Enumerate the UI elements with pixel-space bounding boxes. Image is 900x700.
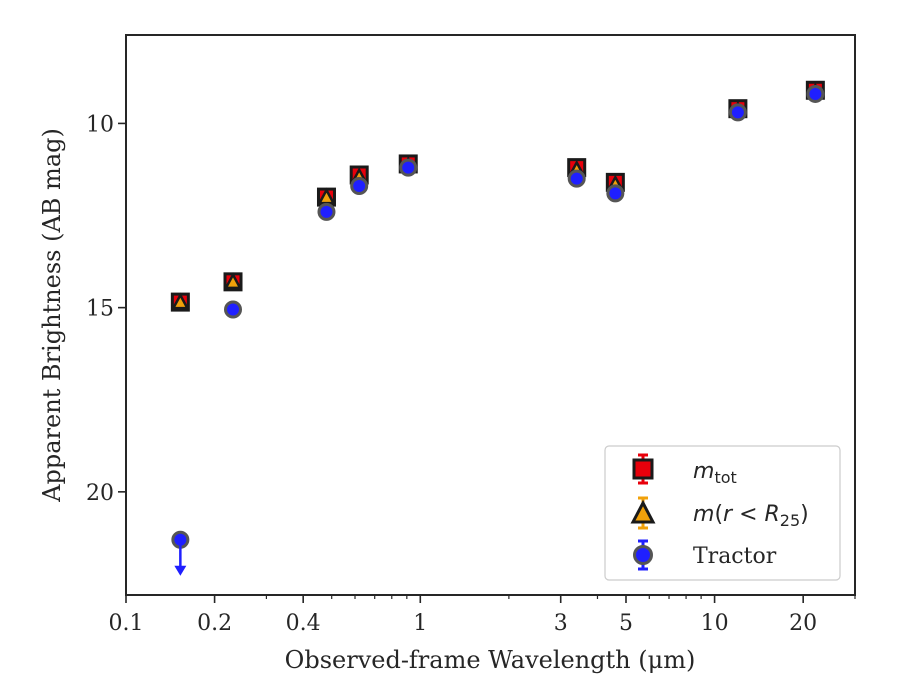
data-point-tractor	[567, 169, 586, 188]
legend-label-tractor: Tractor	[693, 544, 777, 569]
data-markers	[170, 80, 825, 576]
x-tick-label: 20	[789, 611, 817, 636]
x-axis-ticks: 0.1 0.2 0.4 1 3 5 10 20	[109, 595, 856, 636]
x-tick-label: 0.2	[197, 611, 232, 636]
data-point-mr25	[223, 272, 243, 290]
x-tick-label: 0.4	[286, 611, 321, 636]
legend-marker-tractor	[633, 539, 653, 571]
legend-marker-mr25	[630, 496, 656, 530]
data-point-tractor	[224, 300, 243, 319]
x-tick-label: 1	[413, 611, 427, 636]
data-point-tractor	[728, 103, 747, 122]
x-axis-label: Observed-frame Wavelength (μm)	[285, 646, 696, 674]
data-point-tractor	[606, 184, 625, 203]
upper-limit-arrow	[174, 565, 187, 576]
y-axis-label: Apparent Brightness (AB mag)	[38, 128, 66, 503]
y-tick-label: 20	[86, 481, 114, 506]
y-tick-label: 10	[86, 112, 114, 137]
legend-label-mtot: mtot	[693, 459, 737, 487]
x-tick-label: 10	[701, 611, 729, 636]
y-axis-ticks: 10 15 20	[86, 112, 126, 506]
x-tick-label: 0.1	[109, 611, 144, 636]
data-point-mr25	[171, 292, 190, 310]
data-point-tractor	[806, 84, 825, 103]
x-tick-label: 3	[554, 611, 568, 636]
x-tick-label: 5	[619, 611, 633, 636]
legend-marker-mtot	[632, 453, 654, 485]
y-tick-label: 15	[86, 297, 114, 322]
data-point-tractor	[350, 177, 369, 196]
legend-box	[604, 445, 841, 581]
legend-label-mr25: m(r < R25)	[693, 502, 809, 530]
legend: mtot m(r < R25) Tractor	[604, 445, 841, 581]
data-point-tractor	[399, 158, 418, 177]
data-point-tractor	[317, 202, 336, 221]
plot-frame	[125, 34, 856, 596]
